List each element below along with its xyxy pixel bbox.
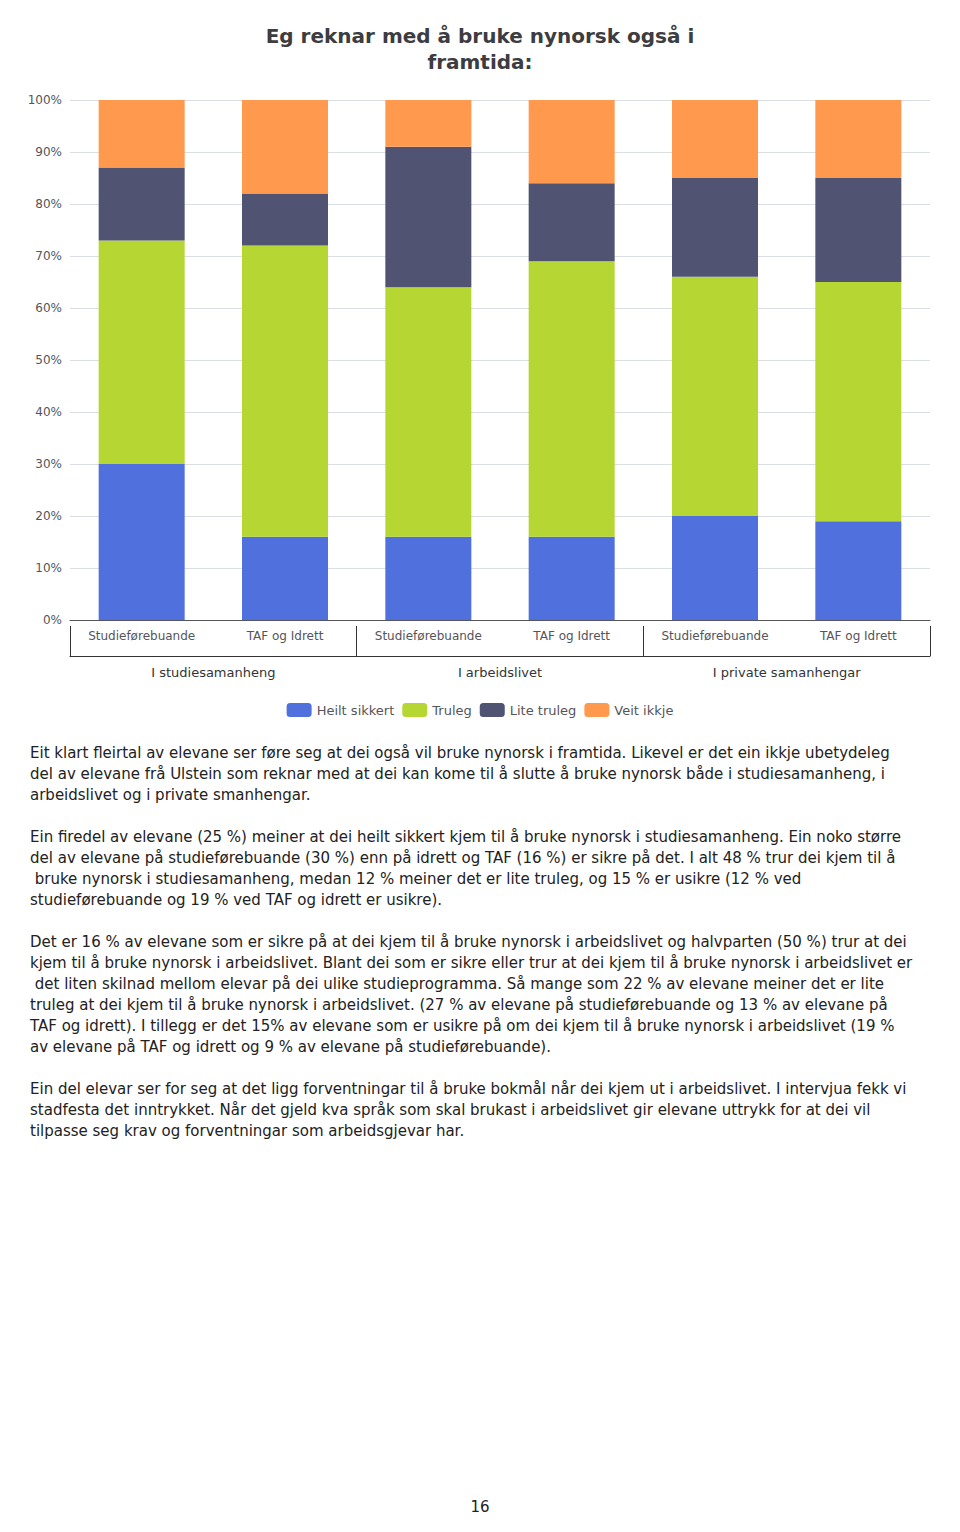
svg-text:kjem til å bruke nynorsk i arb: kjem til å bruke nynorsk i arbeidslivet.… xyxy=(30,954,913,972)
svg-text:50%: 50% xyxy=(35,353,62,367)
svg-text:Lite truleg: Lite truleg xyxy=(510,703,577,718)
svg-text:tilpasse seg krav og forventni: tilpasse seg krav og forventningar som a… xyxy=(30,1122,464,1140)
svg-text:Veit ikkje: Veit ikkje xyxy=(614,703,673,718)
svg-text:40%: 40% xyxy=(35,405,62,419)
svg-text:bruke nynorsk i studiesamanhen: bruke nynorsk i studiesamanheng, medan 1… xyxy=(30,870,806,888)
svg-text:av elevane på TAF og idrett og: av elevane på TAF og idrett og 9 % av el… xyxy=(30,1038,551,1056)
svg-text:20%: 20% xyxy=(35,509,62,523)
svg-text:Heilt sikkert: Heilt sikkert xyxy=(317,703,395,718)
svg-text:TAF og Idrett: TAF og Idrett xyxy=(819,629,897,643)
svg-text:100%: 100% xyxy=(28,93,62,107)
svg-text:10%: 10% xyxy=(35,561,62,575)
svg-text:70%: 70% xyxy=(35,249,62,263)
svg-text:TAF og Idrett: TAF og Idrett xyxy=(246,629,324,643)
svg-text:Studieførebuande: Studieførebuande xyxy=(88,629,195,643)
svg-text:TAF og idrett). I tillegg er d: TAF og idrett). I tillegg er det 15% av … xyxy=(29,1017,899,1035)
svg-text:Eg reknar med å bruke nynorsk: Eg reknar med å bruke nynorsk også i xyxy=(266,24,695,48)
svg-text:TAF og Idrett: TAF og Idrett xyxy=(532,629,610,643)
svg-text:80%: 80% xyxy=(35,197,62,211)
svg-text:16: 16 xyxy=(470,1498,489,1516)
svg-text:del av elevane frå Ulstein som: del av elevane frå Ulstein som reknar me… xyxy=(30,765,890,783)
svg-text:90%: 90% xyxy=(35,145,62,159)
svg-text:truleg at dei kjem til å bruke: truleg at dei kjem til å bruke nynorsk i… xyxy=(30,996,892,1014)
svg-text:studieførebuande og 19 % ved T: studieførebuande og 19 % ved TAF og idre… xyxy=(30,891,442,909)
svg-text:60%: 60% xyxy=(35,301,62,315)
svg-text:I private samanhengar: I private samanhengar xyxy=(713,665,861,680)
svg-text:Ein firedel av elevane (25 %): Ein firedel av elevane (25 %) meiner at … xyxy=(30,828,906,846)
svg-text:Det er 16 % av elevane som er: Det er 16 % av elevane som er sikre på a… xyxy=(30,933,912,951)
svg-text:Ein del elevar ser for seg at: Ein del elevar ser for seg at det ligg f… xyxy=(30,1080,911,1098)
svg-text:I studiesamanheng: I studiesamanheng xyxy=(151,665,275,680)
svg-text:stadfesta det inntrykket. Når: stadfesta det inntrykket. Når det gjeld … xyxy=(30,1101,875,1119)
svg-text:Studieførebuande: Studieførebuande xyxy=(661,629,768,643)
svg-text:framtida:: framtida: xyxy=(427,50,532,74)
svg-text:arbeidslivet og i private sman: arbeidslivet og i private smanhengar. xyxy=(30,786,311,804)
svg-text:0%: 0% xyxy=(43,613,62,627)
svg-text:del av elevane på studieførebu: del av elevane på studieførebuande (30 %… xyxy=(30,849,895,867)
svg-text:I arbeidslivet: I arbeidslivet xyxy=(458,665,542,680)
svg-text:Studieførebuande: Studieførebuande xyxy=(375,629,482,643)
svg-text:Truleg: Truleg xyxy=(431,703,471,718)
svg-text:Eit klart fleirtal av elevane: Eit klart fleirtal av elevane ser føre s… xyxy=(30,744,894,762)
svg-text:30%: 30% xyxy=(35,457,62,471)
svg-text:det liten skilnad mellom eleva: det liten skilnad mellom elevar på dei u… xyxy=(30,975,889,993)
